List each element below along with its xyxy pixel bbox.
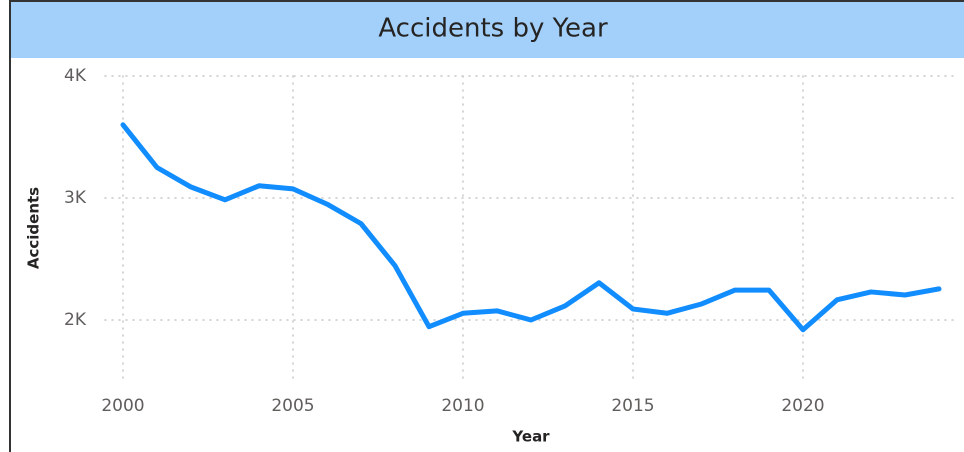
y-tick-label: 3K	[64, 188, 87, 208]
x-tick-label: 2010	[441, 396, 484, 416]
title-bar	[10, 0, 964, 58]
y-tick-label: 2K	[64, 310, 87, 330]
x-tick-label: 2015	[611, 396, 654, 416]
x-tick-label: 2020	[781, 396, 824, 416]
line-series	[120, 122, 942, 333]
y-axis-label: Accidents	[25, 187, 43, 269]
chart-title: Accidents by Year	[378, 14, 608, 44]
x-tick-label: 2000	[101, 396, 144, 416]
x-axis-label: Year	[511, 428, 550, 446]
x-tick-label: 2005	[271, 396, 314, 416]
y-tick-label: 4K	[64, 66, 87, 86]
